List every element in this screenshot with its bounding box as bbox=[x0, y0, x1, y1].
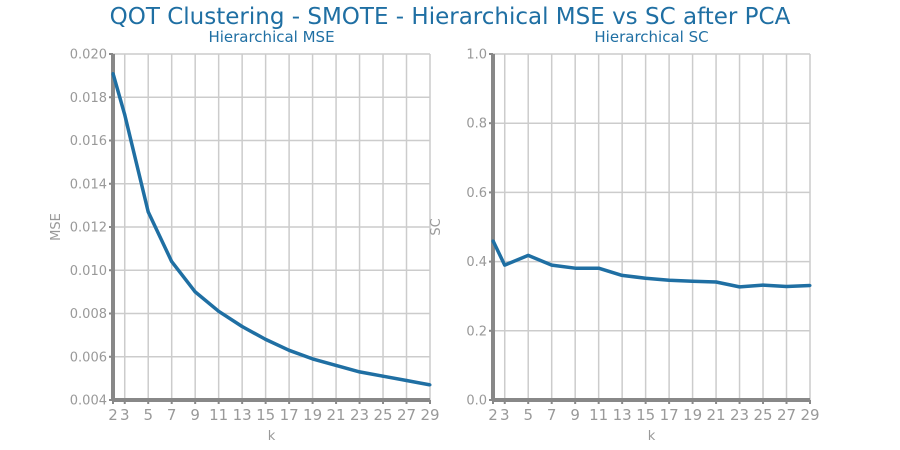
sc-point-0 bbox=[491, 239, 495, 243]
sc-xtick-label-0: 2 bbox=[488, 406, 498, 424]
sc-point-14 bbox=[808, 283, 812, 287]
sc-xtick-label-3: 7 bbox=[547, 406, 557, 424]
sc-point-7 bbox=[644, 276, 648, 280]
sc-x-label: k bbox=[648, 429, 656, 444]
sc-point-5 bbox=[597, 266, 601, 270]
mse-xtick-label-3: 7 bbox=[167, 406, 177, 424]
sc-ytick-label-1: 0.8 bbox=[466, 117, 487, 132]
figure-title: QOT Clustering - SMOTE - Hierarchical MS… bbox=[109, 4, 791, 30]
sc-xtick-label-10: 21 bbox=[707, 406, 726, 424]
mse-xtick-label-2: 5 bbox=[143, 406, 153, 424]
mse-ytick-label-4: 0.012 bbox=[70, 221, 107, 236]
sc-y-label: SC bbox=[429, 218, 444, 235]
sc-point-1 bbox=[503, 263, 507, 267]
mse-point-3 bbox=[170, 260, 174, 264]
mse-xtick-label-11: 23 bbox=[350, 406, 369, 424]
sc-xtick-label-5: 11 bbox=[589, 406, 608, 424]
sc-xtick-label-14: 29 bbox=[800, 406, 819, 424]
sc-ytick-label-0: 1.0 bbox=[466, 48, 487, 63]
mse-ytick-label-6: 0.008 bbox=[70, 307, 107, 322]
mse-point-6 bbox=[240, 324, 244, 328]
sc-point-6 bbox=[620, 273, 624, 277]
mse-point-13 bbox=[405, 379, 409, 383]
mse-xtick-label-7: 15 bbox=[256, 406, 275, 424]
sc-ytick-label-3: 0.4 bbox=[466, 255, 487, 270]
sc-xtick-label-1: 3 bbox=[500, 406, 510, 424]
sc-xtick-label-11: 23 bbox=[730, 406, 749, 424]
mse-point-4 bbox=[193, 290, 197, 294]
sc-xtick-label-12: 25 bbox=[753, 406, 772, 424]
mse-xtick-label-10: 21 bbox=[327, 406, 346, 424]
mse-xtick-label-14: 29 bbox=[420, 406, 439, 424]
sc-point-13 bbox=[785, 285, 789, 289]
sc-ytick-label-2: 0.6 bbox=[466, 186, 487, 201]
mse-panel-title: Hierarchical MSE bbox=[208, 28, 334, 46]
sc-point-11 bbox=[738, 285, 742, 289]
mse-x-label: k bbox=[268, 429, 276, 444]
mse-point-14 bbox=[428, 383, 432, 387]
sc-point-10 bbox=[714, 280, 718, 284]
sc-panel-title: Hierarchical SC bbox=[594, 28, 708, 46]
mse-point-2 bbox=[146, 210, 150, 214]
mse-ytick-label-5: 0.010 bbox=[70, 264, 107, 279]
mse-point-1 bbox=[123, 113, 127, 117]
sc-xtick-label-8: 17 bbox=[660, 406, 679, 424]
mse-xtick-label-8: 17 bbox=[280, 406, 299, 424]
mse-ytick-label-3: 0.014 bbox=[70, 177, 107, 192]
sc-xtick-label-4: 9 bbox=[570, 406, 580, 424]
mse-point-7 bbox=[264, 337, 268, 341]
sc-point-8 bbox=[667, 278, 671, 282]
mse-point-11 bbox=[358, 370, 362, 374]
mse-xtick-label-9: 19 bbox=[303, 406, 322, 424]
sc-ytick-label-4: 0.2 bbox=[466, 324, 487, 339]
mse-ytick-label-1: 0.018 bbox=[70, 91, 107, 106]
mse-point-8 bbox=[287, 348, 291, 352]
sc-panel: 1.00.80.60.40.20.02 3 5 7 9 11 13 15 17 19 21 23 25 2… bbox=[429, 28, 820, 444]
mse-ytick-label-8: 0.004 bbox=[70, 394, 107, 409]
sc-xtick-label-9: 19 bbox=[683, 406, 702, 424]
mse-ytick-label-7: 0.006 bbox=[70, 350, 107, 365]
mse-point-5 bbox=[217, 309, 221, 313]
mse-panel: 0.020 0.018 0.016 0.014 0.012 0.010 0.008 0.006… bbox=[49, 28, 440, 444]
sc-point-3 bbox=[550, 263, 554, 267]
sc-xtick-label-6: 13 bbox=[613, 406, 632, 424]
mse-xtick-label-13: 27 bbox=[397, 406, 416, 424]
sc-point-4 bbox=[573, 266, 577, 270]
mse-xtick-label-6: 13 bbox=[233, 406, 252, 424]
mse-xtick-label-12: 25 bbox=[373, 406, 392, 424]
mse-point-9 bbox=[311, 357, 315, 361]
sc-point-2 bbox=[526, 253, 530, 257]
mse-xtick-label-5: 11 bbox=[209, 406, 228, 424]
mse-y-label: MSE bbox=[49, 213, 64, 241]
mse-point-10 bbox=[334, 363, 338, 367]
mse-ytick-label-0: 0.020 bbox=[70, 48, 107, 63]
mse-point-12 bbox=[381, 374, 385, 378]
mse-xtick-label-0: 2 bbox=[108, 406, 118, 424]
mse-ytick-label-2: 0.016 bbox=[70, 134, 107, 149]
sc-xtick-label-7: 15 bbox=[636, 406, 655, 424]
mse-xtick-label-4: 9 bbox=[190, 406, 200, 424]
mse-xtick-label-1: 3 bbox=[120, 406, 130, 424]
mse-point-0 bbox=[111, 71, 115, 75]
sc-point-9 bbox=[691, 279, 695, 283]
sc-xtick-label-2: 5 bbox=[523, 406, 533, 424]
sc-xtick-label-13: 27 bbox=[777, 406, 796, 424]
sc-ytick-label-5: 0.0 bbox=[466, 394, 487, 409]
sc-point-12 bbox=[761, 283, 765, 287]
